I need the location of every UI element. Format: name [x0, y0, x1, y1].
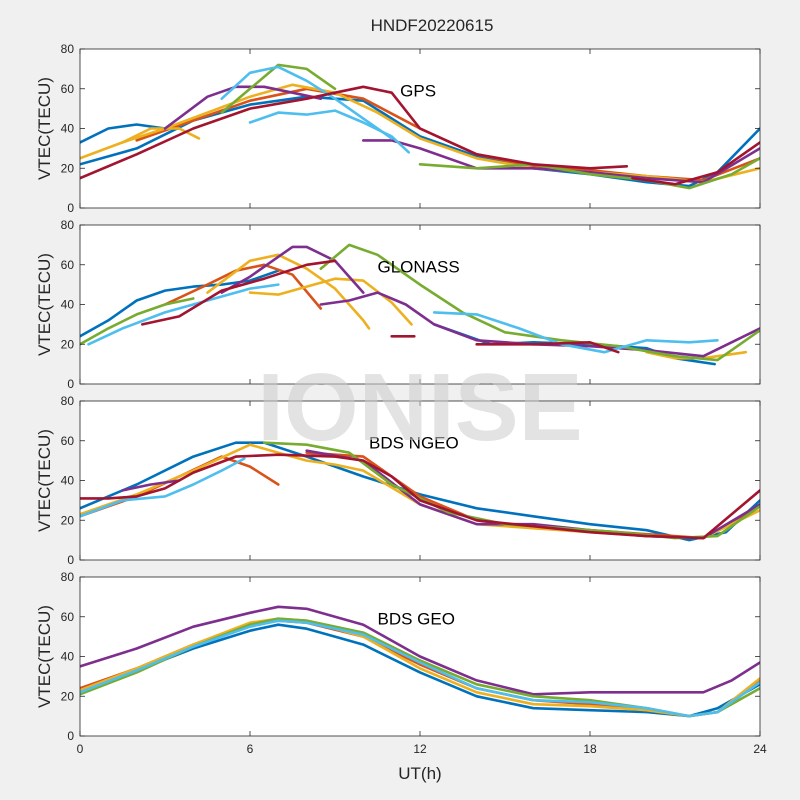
- panel-annotation: BDS NGEO: [369, 434, 459, 453]
- x-tick-label: 12: [413, 742, 427, 756]
- series-line-10: [220, 65, 393, 140]
- series-line-11: [87, 283, 280, 346]
- chart-title: HNDF20220615: [371, 16, 494, 35]
- y-tick-label: 0: [67, 377, 74, 391]
- series-line-4: [206, 253, 371, 330]
- y-tick-label: 40: [61, 474, 75, 488]
- y-tick-label: 0: [67, 201, 74, 215]
- x-axis-label: UT(h): [398, 764, 441, 783]
- y-tick-label: 20: [61, 337, 75, 351]
- series-line-4: [80, 83, 760, 184]
- y-tick-label: 20: [61, 161, 75, 175]
- series-line-5: [248, 277, 413, 326]
- panel-annotation: GLONASS: [378, 258, 460, 277]
- y-tick-label: 20: [61, 689, 75, 703]
- series-line-13: [631, 141, 760, 186]
- y-tick-label: 80: [61, 570, 75, 584]
- x-tick-label: 0: [77, 742, 84, 756]
- series-line-13: [141, 259, 337, 326]
- y-tick-label: 40: [61, 298, 75, 312]
- series-line-10: [319, 243, 760, 362]
- x-tick-label: 18: [583, 742, 597, 756]
- subplot-3: 0 20 40 60 80 VTEC(TECU) BDS NGEO: [35, 394, 761, 567]
- series-line-9: [418, 157, 760, 190]
- series-line-3: [163, 263, 323, 310]
- y-tick-label: 60: [61, 434, 75, 448]
- series-group: [80, 605, 760, 718]
- y-tick-label: 60: [61, 82, 75, 96]
- y-tick-label: 0: [67, 553, 74, 567]
- y-tick-label: 20: [61, 513, 75, 527]
- series-group: [80, 63, 760, 190]
- y-axis-label: VTEC(TECU): [35, 77, 54, 180]
- panel-annotation: BDS GEO: [378, 610, 455, 629]
- y-tick-label: 80: [61, 218, 75, 232]
- series-line-6: [163, 85, 323, 130]
- x-tick-label: 24: [753, 742, 767, 756]
- watermark: IONISE: [257, 354, 582, 461]
- series-line-8: [319, 291, 760, 358]
- series-line-1: [80, 269, 280, 338]
- series-line-15: [475, 341, 620, 354]
- series-line-11: [248, 109, 410, 154]
- y-tick-label: 60: [61, 610, 75, 624]
- series-line-12: [432, 311, 719, 354]
- y-tick-label: 40: [61, 650, 75, 664]
- series-line-8: [80, 457, 246, 518]
- y-axis-label: VTEC(TECU): [35, 605, 54, 708]
- y-tick-label: 0: [67, 729, 74, 743]
- series-group: [80, 243, 760, 366]
- y-tick-label: 80: [61, 394, 75, 408]
- series-group: [80, 441, 760, 542]
- series-line-9: [80, 453, 760, 540]
- series-line-6: [80, 619, 760, 718]
- series-line-8: [220, 63, 337, 114]
- panel-annotation: GPS: [400, 82, 436, 101]
- series-line-4: [80, 605, 760, 696]
- series-line-5: [121, 479, 181, 492]
- y-axis-label: VTEC(TECU): [35, 429, 54, 532]
- series-line-9: [80, 297, 195, 346]
- subplot-1: 0 20 40 60 80 VTEC(TECU) GPS: [35, 42, 761, 215]
- subplot-4: 0 20 40 60 80 0 6 12 18 24 VTEC(TECU) BDS GEO: [35, 570, 767, 756]
- y-tick-label: 60: [61, 258, 75, 272]
- subplot-2: 0 20 40 60 80 VTEC(TECU) GLONASS: [35, 218, 761, 391]
- y-tick-label: 40: [61, 122, 75, 136]
- y-axis-label: VTEC(TECU): [35, 253, 54, 356]
- x-tick-label: 6: [247, 742, 254, 756]
- y-tick-label: 80: [61, 42, 75, 56]
- series-line-12: [80, 85, 629, 180]
